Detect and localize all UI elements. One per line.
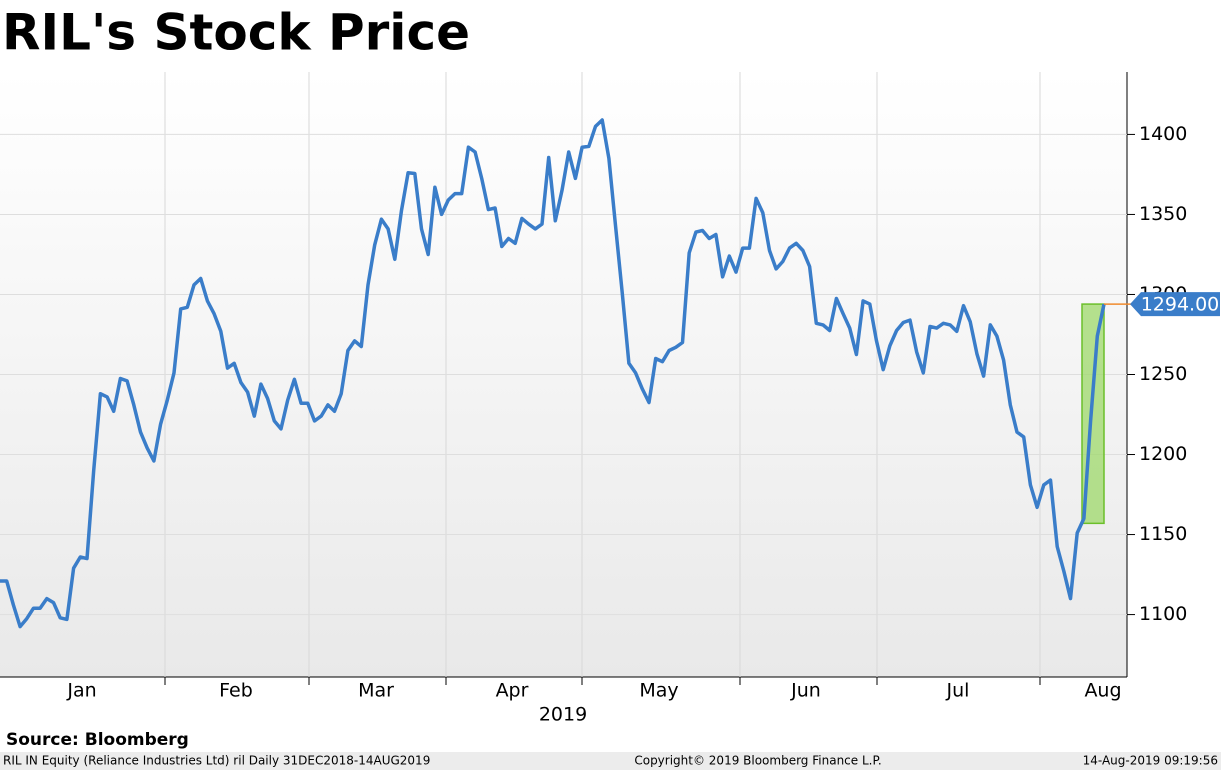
- footer-left: RIL IN Equity (Reliance Industries Ltd) …: [3, 754, 430, 768]
- x-tick-label: Jan: [66, 680, 96, 702]
- x-tick-label: May: [639, 680, 678, 702]
- footer-right: 14-Aug-2019 09:19:56: [1083, 754, 1218, 768]
- y-tick-label: 1400: [1139, 123, 1187, 145]
- x-tick-label: Mar: [358, 680, 394, 702]
- y-tick-label: 1250: [1139, 363, 1187, 385]
- x-tick-label: Aug: [1084, 680, 1121, 702]
- last-price-label: 1294.00: [1141, 294, 1220, 316]
- y-tick-label: 1100: [1139, 603, 1187, 625]
- price-line: [0, 118, 1106, 629]
- y-tick-label: 1200: [1139, 443, 1187, 465]
- footer-center: Copyright© 2019 Bloomberg Finance L.P.: [634, 754, 881, 768]
- chart-title: RIL's Stock Price: [2, 4, 470, 62]
- footer-bar: [0, 752, 1221, 770]
- x-tick-label: Feb: [219, 680, 253, 702]
- source: Source: Bloomberg: [6, 730, 189, 750]
- x-tick-label: Apr: [496, 680, 529, 702]
- x-axis-label: 2019: [539, 704, 587, 726]
- y-tick-label: 1150: [1139, 523, 1187, 545]
- y-tick-label: 1350: [1139, 203, 1187, 225]
- x-tick-label: Jul: [946, 680, 970, 702]
- last-price-box: [1130, 292, 1220, 317]
- x-tick-label: Jun: [790, 680, 821, 702]
